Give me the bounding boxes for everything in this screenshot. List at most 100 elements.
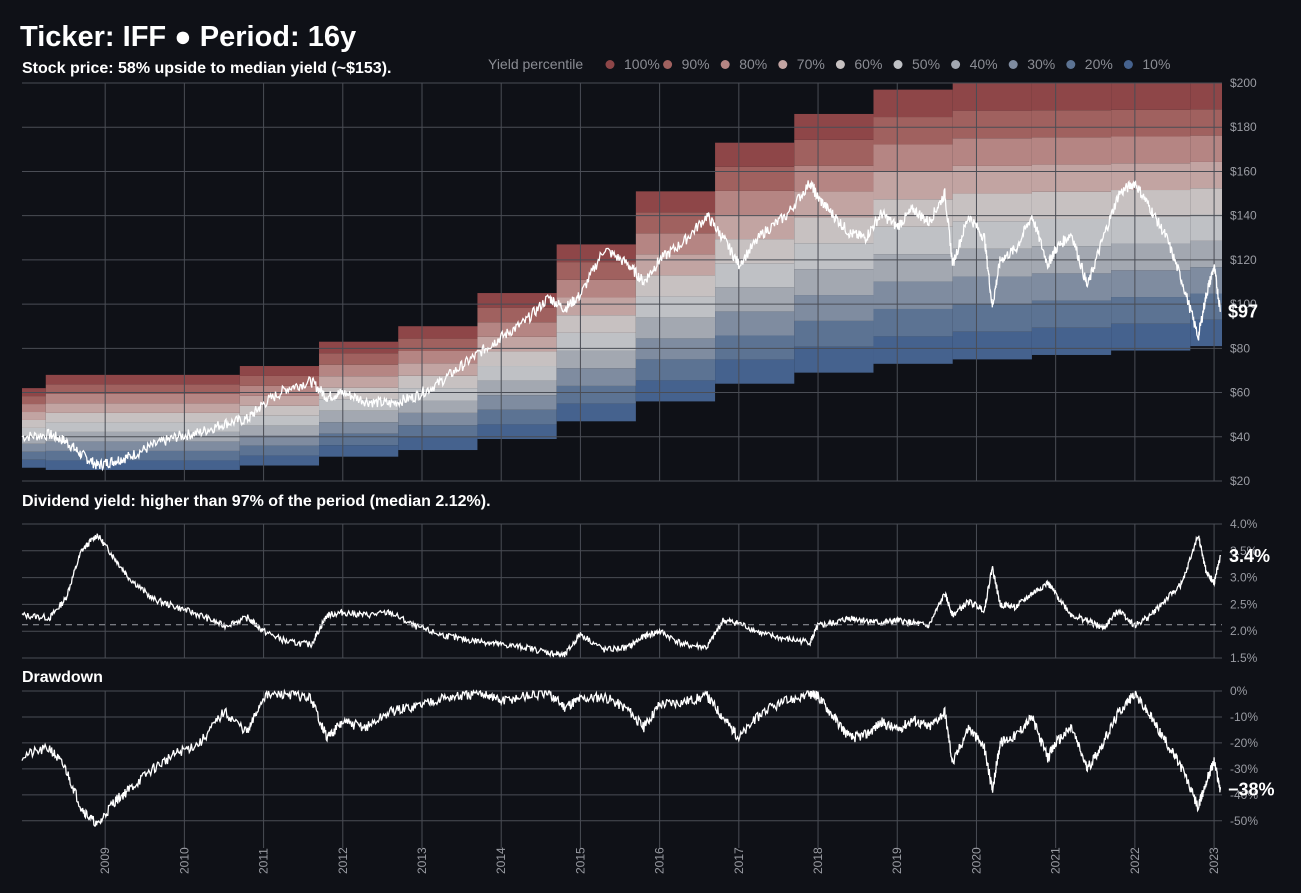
percentile-band [1111,109,1191,137]
percentile-band [239,395,320,406]
percentile-band [398,425,478,438]
percentile-band [1031,83,1112,111]
y-tick-label: $20 [1230,474,1250,488]
x-tick-label: 2010 [177,847,191,874]
percentile-band [22,396,46,405]
percentile-band [873,281,953,309]
percentile-band [873,308,953,337]
y-tick-label: $100 [1230,297,1257,311]
percentile-band [22,459,46,468]
price-subtitle: Stock price: 58% upside to median yield … [22,60,391,77]
percentile-band [1111,270,1191,298]
percentile-band [715,190,795,216]
drawdown-panel: 0% -10% -20% -30% -40% -50% −38% [21,684,1275,828]
y-tick-label: -50% [1230,814,1258,828]
y-tick-label: $120 [1230,253,1257,267]
series-line [21,533,1222,658]
percentile-band [1190,214,1222,241]
percentile-band [1031,300,1112,328]
percentile-band [873,254,953,282]
legend-title: Yield percentile [488,56,583,72]
percentile-band [556,350,636,369]
percentile-band [952,138,1032,166]
percentile-band [635,191,716,213]
percentile-band [715,142,795,167]
percentile-band [45,374,240,385]
current-drawdown-label: −38% [1228,780,1275,800]
percentile-band [794,139,874,166]
percentile-band [398,412,478,426]
percentile-band [635,233,716,255]
percentile-band [952,83,1032,111]
yield-percentile-legend: Yield percentile 100% 90% 80% 70% 60% 50% 40% 3… [488,56,1170,72]
percentile-band [398,326,478,339]
percentile-band [952,110,1032,139]
percentile-band [1111,297,1191,324]
y-tick-label: 3.0% [1230,571,1258,585]
y-tick-label: $80 [1230,341,1250,355]
percentile-band [239,425,320,436]
legend-swatch [893,60,903,69]
x-tick-label: 2018 [811,847,825,874]
percentile-band [239,445,320,456]
percentile-band [22,412,46,420]
percentile-band [477,336,557,352]
legend-swatch [1008,60,1018,69]
percentile-band [477,424,557,439]
legend-swatch [605,60,615,69]
percentile-band [477,409,557,425]
percentile-band [319,341,399,354]
yield-panel: 4.0% 3.5% 3.0% 2.5% 2.0% 1.5% 3.4% [21,517,1270,665]
y-tick-label: 4.0% [1230,517,1258,531]
percentile-band [398,400,478,413]
percentile-band [45,393,240,404]
percentile-band [715,287,795,312]
percentile-band [1190,83,1222,110]
y-tick-label: $160 [1230,164,1257,178]
legend-label: 30% [1027,56,1055,72]
percentile-band [1031,110,1112,138]
percentile-band [45,384,240,394]
x-tick-label: 2015 [573,847,587,874]
percentile-band [715,215,795,240]
legend-swatch [1123,60,1133,69]
legend-label: 50% [912,56,940,72]
x-tick-label: 2014 [494,847,508,874]
percentile-band [556,315,636,333]
legend-swatch [778,60,788,69]
percentile-band [1111,216,1191,244]
y-tick-label: $180 [1230,120,1257,134]
legend-label: 60% [854,56,882,72]
percentile-band [319,399,399,411]
percentile-band [239,415,320,426]
percentile-band [319,364,399,377]
percentile-band [22,427,46,436]
percentile-band [239,366,320,376]
y-tick-label: $200 [1230,76,1257,90]
legend-label: 90% [682,56,710,72]
percentile-band [952,304,1032,332]
percentile-band [1111,163,1191,191]
percentile-band [22,443,46,452]
percentile-band [873,89,953,118]
percentile-band [319,410,399,423]
percentile-band [319,387,399,400]
percentile-band [635,317,716,339]
percentile-band [1190,109,1222,136]
y-tick-label: 2.5% [1230,597,1258,611]
y-tick-label: 0% [1230,684,1248,698]
percentile-band [556,368,636,386]
current-yield-label: 3.4% [1229,546,1270,566]
legend-label: 10% [1142,56,1170,72]
x-tick-label: 2012 [336,847,350,874]
legend-label: 80% [739,56,767,72]
percentile-band [477,307,557,323]
percentile-band [45,460,240,470]
percentile-band [635,338,716,360]
y-tick-label: 3.5% [1230,544,1258,558]
percentile-band [477,351,557,367]
x-tick-label: 2017 [732,847,746,874]
percentile-band [398,363,478,376]
legend-swatch [720,60,730,69]
price-panel: $200 $180 $160 $140 $120 $100 $80 $60 $40 $20 $97 [21,76,1258,488]
